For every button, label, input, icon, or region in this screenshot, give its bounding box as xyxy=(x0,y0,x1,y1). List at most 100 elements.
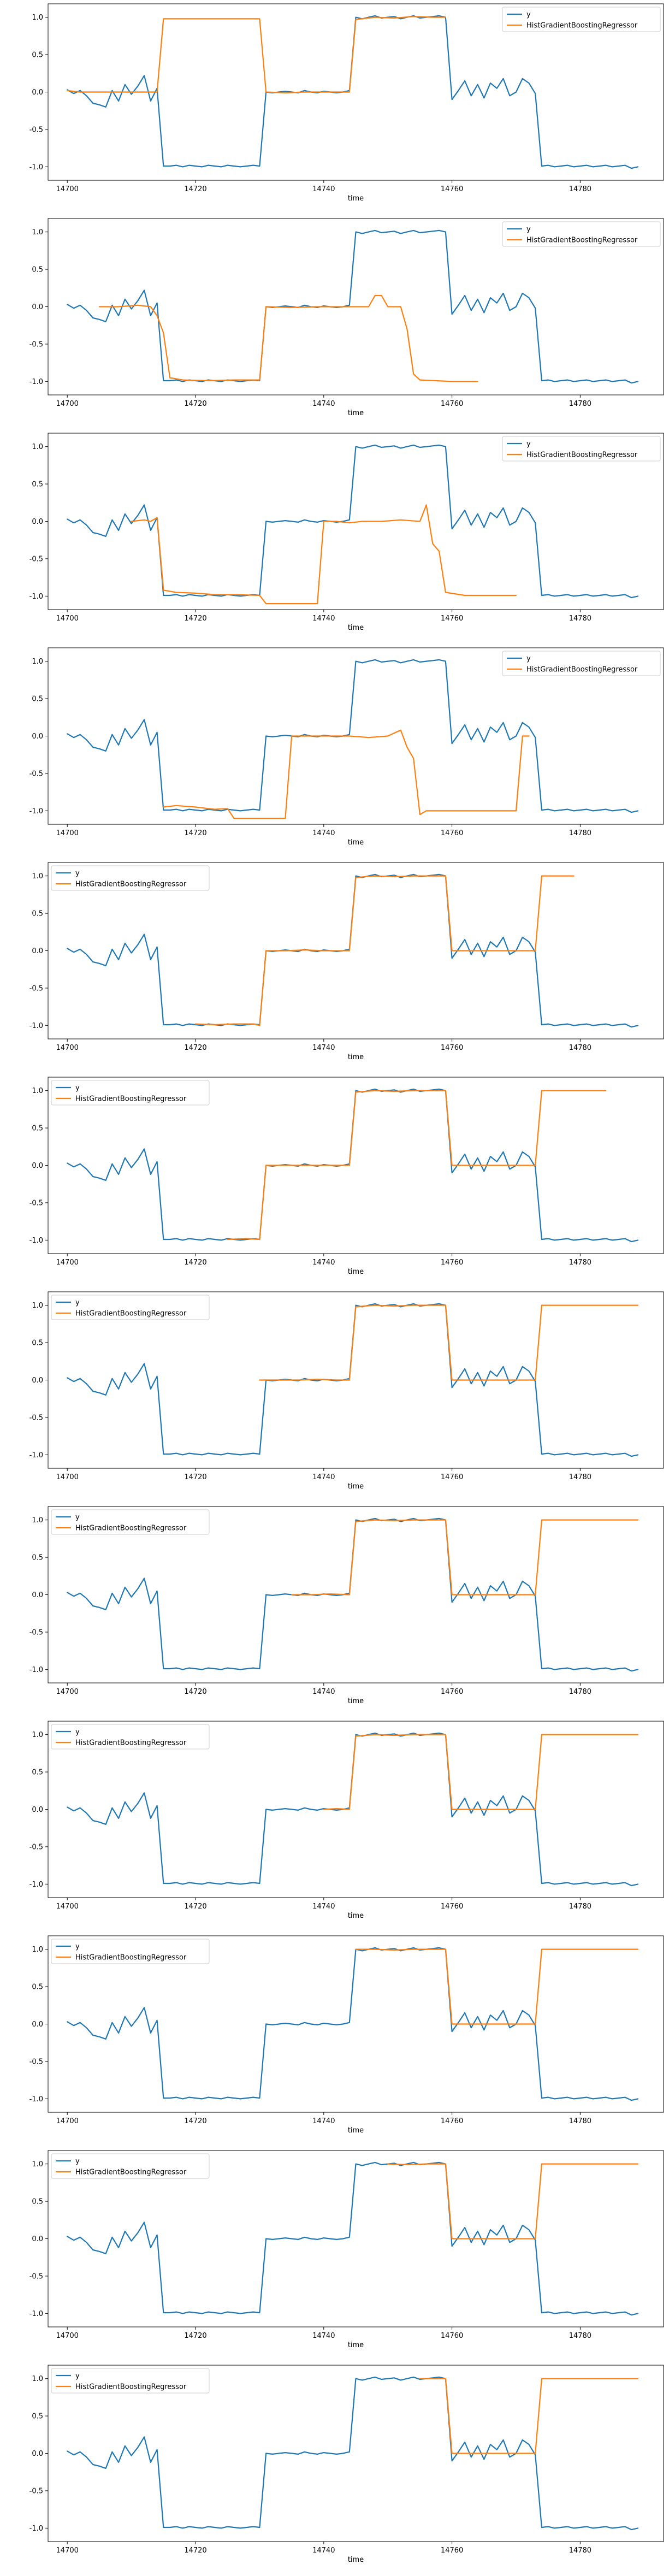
x-tick-label: 14700 xyxy=(56,1903,79,1911)
y-tick-label: 1.0 xyxy=(32,443,43,451)
y-tick-label: -0.5 xyxy=(29,1199,43,1207)
x-tick-label: 14720 xyxy=(184,2547,206,2555)
series-line-prediction xyxy=(323,1734,639,1810)
legend-label: y xyxy=(75,1299,80,1307)
series-line-prediction xyxy=(227,1090,607,1240)
legend-label: y xyxy=(526,11,531,19)
chart-svg: 14700 14720 14740 14760 14780 -1.0 -0.5 0.0 0.5 1… xyxy=(29,2150,664,2349)
y-tick-label: -0.5 xyxy=(29,2058,43,2066)
chart-panel: 14700 14720 14740 14760 14780 -1.0 -0.5 0.0 0.5 1… xyxy=(0,2361,669,2576)
legend-label: HistGradientBoostingRegressor xyxy=(75,2169,187,2177)
y-tick-label: -0.5 xyxy=(29,1843,43,1851)
x-tick-label: 14720 xyxy=(184,2117,206,2125)
x-tick-label: 14740 xyxy=(312,185,335,193)
x-tick-label: 14720 xyxy=(184,615,206,623)
x-tick-label: 14700 xyxy=(56,400,79,408)
x-tick-label: 14760 xyxy=(441,2117,463,2125)
x-tick-label: 14720 xyxy=(184,1259,206,1267)
legend-label: HistGradientBoostingRegressor xyxy=(75,1954,187,1962)
x-axis-label: time xyxy=(348,1912,364,1920)
y-tick-label: 1.0 xyxy=(32,658,43,666)
y-tick-label: 0.5 xyxy=(32,1339,43,1348)
y-tick-label: 0.0 xyxy=(32,518,43,526)
x-axis-label: time xyxy=(348,1697,364,1705)
y-tick-label: 1.0 xyxy=(32,228,43,237)
y-tick-label: -0.5 xyxy=(29,770,43,778)
x-tick-label: 14720 xyxy=(184,829,206,837)
series-line-y xyxy=(67,1947,639,2101)
x-tick-label: 14700 xyxy=(56,1473,79,1481)
y-tick-label: 0.0 xyxy=(32,1376,43,1385)
x-tick-label: 14740 xyxy=(312,829,335,837)
x-tick-label: 14700 xyxy=(56,2117,79,2125)
legend-box xyxy=(502,436,661,462)
y-tick-label: 0.0 xyxy=(32,1162,43,1170)
x-tick-label: 14780 xyxy=(569,615,591,623)
y-tick-label: -0.5 xyxy=(29,1414,43,1422)
x-tick-label: 14700 xyxy=(56,1044,79,1052)
y-tick-label: -1.0 xyxy=(29,1881,43,1889)
legend: y HistGradientBoostingRegressor xyxy=(502,7,661,32)
legend-box xyxy=(51,1509,210,1535)
x-tick-label: 14760 xyxy=(441,829,463,837)
x-axis-label: time xyxy=(348,409,364,417)
legend-label: HistGradientBoostingRegressor xyxy=(75,1095,187,1103)
chart-panel: 14700 14720 14740 14760 14780 -1.0 -0.5 0.0 0.5 1… xyxy=(0,1288,669,1503)
x-axis-label: time xyxy=(348,2556,364,2564)
x-tick-label: 14760 xyxy=(441,185,463,193)
x-tick-label: 14740 xyxy=(312,2117,335,2125)
legend-box xyxy=(51,1080,210,1106)
y-tick-label: 0.0 xyxy=(32,2450,43,2458)
legend-box xyxy=(502,651,661,676)
x-tick-label: 14760 xyxy=(441,400,463,408)
legend: y HistGradientBoostingRegressor xyxy=(51,1295,210,1320)
x-axis-label: time xyxy=(348,1053,364,1061)
y-tick-label: -1.0 xyxy=(29,378,43,386)
x-tick-label: 14760 xyxy=(441,1473,463,1481)
series-line-y xyxy=(67,2376,639,2531)
y-tick-label: -1.0 xyxy=(29,2525,43,2533)
series-line-y xyxy=(67,873,639,1028)
x-tick-label: 14780 xyxy=(569,1473,591,1481)
x-tick-label: 14780 xyxy=(569,2547,591,2555)
y-tick-label: 0.0 xyxy=(32,1806,43,1814)
chart-svg: 14700 14720 14740 14760 14780 -1.0 -0.5 0.0 0.5 1… xyxy=(29,3,664,203)
chart-panel: 14700 14720 14740 14760 14780 -1.0 -0.5 0.0 0.5 1… xyxy=(0,644,669,859)
legend: y HistGradientBoostingRegressor xyxy=(502,651,661,676)
x-tick-label: 14700 xyxy=(56,1688,79,1696)
y-tick-label: 0.5 xyxy=(32,1554,43,1562)
legend-label: y xyxy=(75,870,80,878)
y-tick-label: 1.0 xyxy=(32,1516,43,1525)
x-axis-label: time xyxy=(348,1482,364,1491)
x-tick-label: 14740 xyxy=(312,2547,335,2555)
x-tick-label: 14700 xyxy=(56,2547,79,2555)
legend-label: y xyxy=(75,1943,80,1951)
legend-label: HistGradientBoostingRegressor xyxy=(75,2383,187,2391)
legend-box xyxy=(502,221,661,247)
legend: y HistGradientBoostingRegressor xyxy=(51,1939,210,1964)
y-tick-label: 1.0 xyxy=(32,2375,43,2383)
legend-label: y xyxy=(75,1084,80,1092)
chart-svg: 14700 14720 14740 14760 14780 -1.0 -0.5 0.0 0.5 1… xyxy=(29,1077,664,1276)
y-tick-label: 0.0 xyxy=(32,2020,43,2029)
legend-label: y xyxy=(75,1514,80,1522)
y-tick-label: -1.0 xyxy=(29,593,43,601)
x-axis-label: time xyxy=(348,624,364,632)
legend-label: HistGradientBoostingRegressor xyxy=(526,451,638,459)
series-line-y xyxy=(67,659,639,813)
chart-svg: 14700 14720 14740 14760 14780 -1.0 -0.5 0.0 0.5 1… xyxy=(29,1935,664,2135)
chart-panel: 14700 14720 14740 14760 14780 -1.0 -0.5 0.0 0.5 1… xyxy=(0,1503,669,1717)
y-tick-label: 0.0 xyxy=(32,88,43,97)
y-tick-label: 0.5 xyxy=(32,1983,43,1992)
legend: y HistGradientBoostingRegressor xyxy=(51,1080,210,1106)
legend: y HistGradientBoostingRegressor xyxy=(502,221,661,247)
legend-label: y xyxy=(75,1728,80,1736)
x-tick-label: 14780 xyxy=(569,1044,591,1052)
legend-box xyxy=(51,2153,210,2179)
x-tick-label: 14700 xyxy=(56,185,79,193)
x-tick-label: 14740 xyxy=(312,1688,335,1696)
legend-label: HistGradientBoostingRegressor xyxy=(75,1525,187,1533)
x-tick-label: 14760 xyxy=(441,615,463,623)
y-tick-label: 1.0 xyxy=(32,872,43,881)
series-line-y xyxy=(67,444,639,599)
